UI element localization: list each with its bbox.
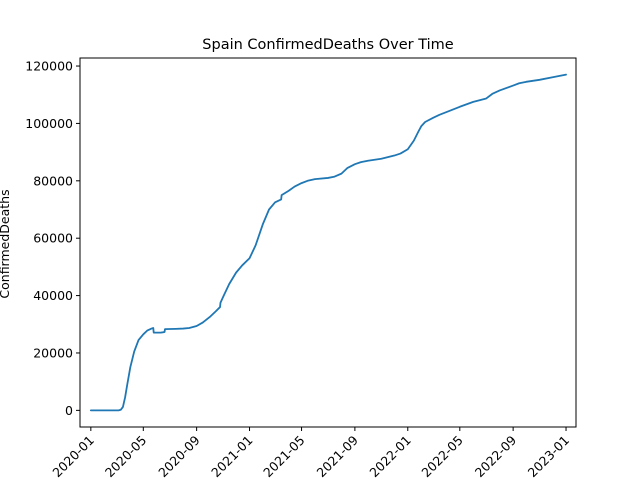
y-tick-label: 0 bbox=[65, 403, 73, 418]
x-axis: 2020-01 2020-05 2020-09 2021-01 2021-05 2021-… bbox=[49, 427, 572, 480]
plot-frame bbox=[79, 57, 577, 428]
y-axis-label: ConfirmedDeaths bbox=[0, 189, 12, 298]
x-tick-label: 2020-05 bbox=[102, 433, 150, 480]
x-tick-label: 2021-05 bbox=[260, 433, 308, 480]
x-tick-label: 2022-09 bbox=[472, 432, 520, 480]
chart-title: Spain ConfirmedDeaths Over Time bbox=[202, 37, 453, 53]
y-axis: 0 20000 40000 60000 80000 100000 120000 bbox=[25, 59, 80, 418]
x-tick-label: 2023-01 bbox=[525, 433, 573, 480]
series-line bbox=[89, 73, 567, 412]
y-tick-label: 20000 bbox=[33, 345, 73, 360]
x-tick-label: 2020-01 bbox=[49, 433, 97, 480]
y-tick-label: 100000 bbox=[25, 116, 73, 131]
x-tick-label: 2022-05 bbox=[418, 433, 466, 480]
x-tick-label: 2021-09 bbox=[313, 432, 361, 480]
y-tick-label: 120000 bbox=[25, 59, 73, 74]
x-tick-label: 2021-01 bbox=[208, 433, 256, 480]
x-tick-label: 2020-09 bbox=[155, 432, 203, 480]
x-tick-label: 2022-01 bbox=[366, 433, 414, 480]
y-tick-label: 60000 bbox=[33, 231, 73, 246]
y-tick-label: 40000 bbox=[33, 288, 73, 303]
y-tick-label: 80000 bbox=[33, 173, 73, 188]
